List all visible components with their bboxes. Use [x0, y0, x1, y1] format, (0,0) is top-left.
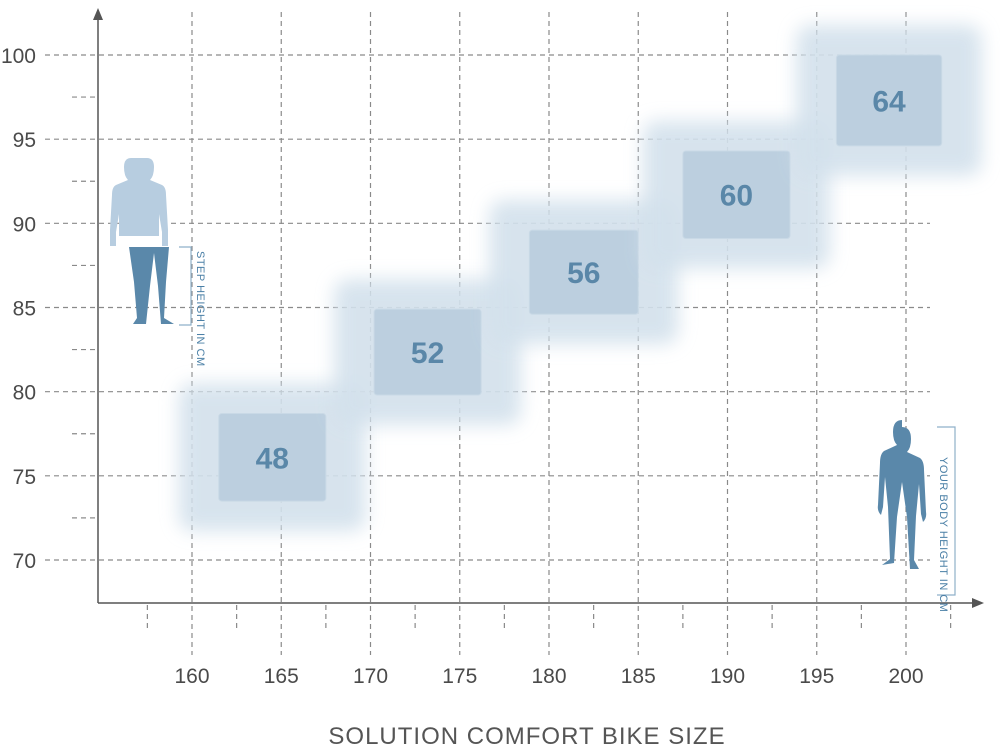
y-tick-label: 80	[13, 382, 36, 405]
size-boxes: 48 52 56 60 64	[178, 25, 982, 532]
step-height-person-icon	[110, 158, 174, 324]
y-tick-label: 100	[1, 45, 36, 68]
x-tick-label: 185	[621, 665, 656, 688]
size-box	[682, 150, 791, 239]
size-label: 52	[411, 337, 444, 370]
y-axis-arrow	[93, 8, 103, 20]
x-tick-label: 180	[531, 665, 566, 688]
y-tick-label: 85	[13, 298, 36, 321]
x-tick-label: 190	[710, 665, 745, 688]
x-tick-label: 175	[442, 665, 477, 688]
size-label: 64	[872, 85, 906, 118]
step-height-label: STEP HEIGHT IN CM	[194, 251, 206, 367]
x-tick-label: 195	[799, 665, 834, 688]
size-box	[835, 54, 943, 147]
body-height-label: YOUR BODY HEIGHT IN CM	[937, 457, 949, 612]
size-label: 60	[720, 180, 753, 213]
body-height-bracket	[937, 426, 956, 596]
size-box	[528, 229, 639, 315]
tick-labels: 160 165 170 175 180 185 190 195 200 70 75 80 85 90 95 1…	[1, 45, 924, 688]
x-tick-label: 170	[353, 665, 388, 688]
y-tick-label: 70	[13, 550, 36, 573]
x-tick-label: 200	[888, 665, 923, 688]
x-axis-arrow	[972, 598, 984, 608]
y-tick-label: 75	[13, 466, 36, 489]
x-axis-title: SOLUTION COMFORT BIKE SIZE	[328, 723, 725, 750]
size-label: 48	[256, 442, 289, 475]
size-box	[218, 413, 327, 502]
y-tick-label: 95	[13, 129, 36, 152]
size-label: 56	[567, 257, 600, 290]
x-tick-label: 160	[174, 665, 209, 688]
size-box	[373, 308, 482, 396]
body-height-person-icon	[877, 420, 927, 569]
axes	[93, 8, 984, 608]
step-height-bracket	[179, 246, 192, 326]
x-tick-label: 165	[264, 665, 299, 688]
y-tick-label: 90	[13, 213, 36, 236]
